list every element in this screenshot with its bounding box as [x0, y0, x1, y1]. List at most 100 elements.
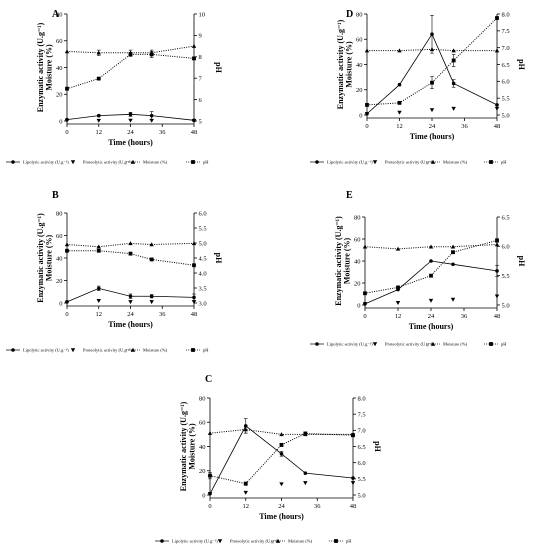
panel-letter: B [52, 190, 59, 201]
data-point [149, 113, 154, 118]
y2-tick-label: 7.5 [502, 28, 510, 35]
data-point [149, 118, 154, 123]
data-point [362, 302, 368, 307]
legend-item: Moisture (%) [426, 160, 468, 165]
data-point [191, 300, 197, 305]
data-point [451, 48, 456, 53]
y-tick-label: 20 [199, 468, 206, 475]
data-point [149, 300, 154, 305]
data-point [430, 32, 434, 36]
data-point [494, 242, 500, 247]
legend-marker [275, 538, 281, 543]
legend-item: Proteolytic activity (U.g⁻¹) [372, 160, 434, 165]
axes: 0 20 40 60 80 5.0 5.5 6.0 6.5 0 12 24 36 48 [354, 214, 510, 320]
y-axis-title-line: Moisture (%) [343, 238, 352, 285]
chart-panel-c: C 0 20 40 60 80 5.0 5.5 6.0 6.5 7.0 7.5 8.0 0 12 24 36 48… [155, 374, 382, 544]
data-point [65, 86, 69, 91]
data-point [450, 244, 456, 249]
legend-item: Lipolytic activity (U.g⁻¹) [310, 342, 373, 347]
x-axis-title: Time (hours) [108, 320, 153, 329]
legend-marker [70, 160, 76, 165]
data-point [149, 257, 154, 262]
legend-item: Moisture (%) [126, 348, 168, 353]
series-line [364, 239, 498, 294]
legend-label: pH [203, 348, 209, 353]
legend-label: pH [203, 160, 209, 165]
data-point [495, 269, 499, 273]
y2-tick-label: 3.5 [199, 285, 207, 292]
data-point [149, 294, 154, 299]
y2-tick-label: 6.5 [502, 62, 510, 69]
x-tick-label: 36 [314, 503, 321, 510]
legend-item: pH [484, 342, 507, 347]
series-proteolytic [64, 118, 197, 123]
series-ph [65, 51, 196, 91]
y2-tick-label: 6.0 [502, 244, 510, 251]
legend-label: Lipolytic activity (U.g⁻¹) [327, 160, 373, 165]
y-axis-title-line: Moisture (%) [345, 41, 354, 88]
legend-marker [430, 159, 436, 164]
data-point [396, 285, 400, 290]
y-tick-label: 20 [354, 280, 361, 287]
data-point [279, 451, 284, 456]
data-point [450, 297, 456, 302]
y-axis-title: Enzymatic activity (U.g⁻¹)Moisture (%) [334, 216, 352, 306]
y-tick-label: 80 [356, 11, 363, 18]
legend-item: Proteolytic activity (U.g⁻¹) [70, 348, 132, 353]
x-tick-label: 24 [127, 311, 134, 318]
data-point [128, 294, 133, 299]
legend-label: pH [501, 342, 507, 347]
series-lipolytic [363, 259, 499, 306]
y2-tick-label: 5.5 [502, 95, 510, 102]
data-point [397, 110, 402, 115]
data-point [243, 481, 248, 486]
y-tick-label: 0 [357, 302, 360, 309]
data-point [149, 52, 154, 57]
y2-tick-label: 4.5 [199, 255, 207, 262]
legend-item: pH [186, 160, 209, 165]
x-tick-label: 0 [208, 503, 211, 510]
y2-tick-label: 4.0 [199, 270, 207, 277]
data-point [495, 16, 499, 20]
series-moisture [362, 242, 500, 251]
data-point [128, 300, 133, 305]
data-point [395, 301, 401, 305]
data-point [365, 103, 369, 107]
data-point [429, 47, 435, 52]
series-line [66, 242, 195, 248]
legend-marker [11, 160, 15, 164]
legend-marker [70, 348, 76, 353]
y-tick-label: 20 [56, 278, 63, 285]
panel-letter: C [205, 374, 212, 385]
data-point [494, 48, 500, 53]
data-point [363, 291, 367, 296]
data-point [64, 49, 70, 54]
x-tick-label: 12 [395, 313, 402, 320]
x-tick-label: 0 [65, 129, 68, 136]
y-axis-title: Enzymatic activity (U.g⁻¹)Moisture (%) [36, 213, 54, 303]
y2-axis-title: pH [517, 256, 526, 267]
x-tick-label: 36 [159, 311, 166, 318]
legend-label: Moisture (%) [288, 539, 313, 544]
data-point [64, 242, 70, 247]
legend-marker [191, 348, 195, 352]
legend-marker [160, 539, 164, 543]
x-tick-label: 0 [363, 313, 366, 320]
y-tick-label: 20 [56, 92, 63, 99]
y2-axis-title: pH [373, 441, 382, 452]
data-point [128, 241, 133, 246]
y-tick-label: 80 [354, 214, 361, 221]
series-line [66, 53, 195, 90]
data-point [303, 471, 308, 475]
axes: 0 20 40 60 80 5.0 5.5 6.0 6.5 7.0 7.5 8.0 0 12 24 36 48 [199, 395, 366, 510]
legend-label: Lipolytic activity (U.g⁻¹) [327, 342, 373, 347]
x-tick-label: 24 [428, 313, 435, 320]
y-tick-label: 60 [56, 38, 63, 45]
y-tick-label: 80 [56, 11, 63, 18]
data-point [395, 246, 401, 251]
series-ph [65, 248, 196, 268]
data-point [397, 48, 402, 53]
series-proteolytic [64, 298, 197, 305]
x-tick-label: 0 [365, 123, 368, 130]
